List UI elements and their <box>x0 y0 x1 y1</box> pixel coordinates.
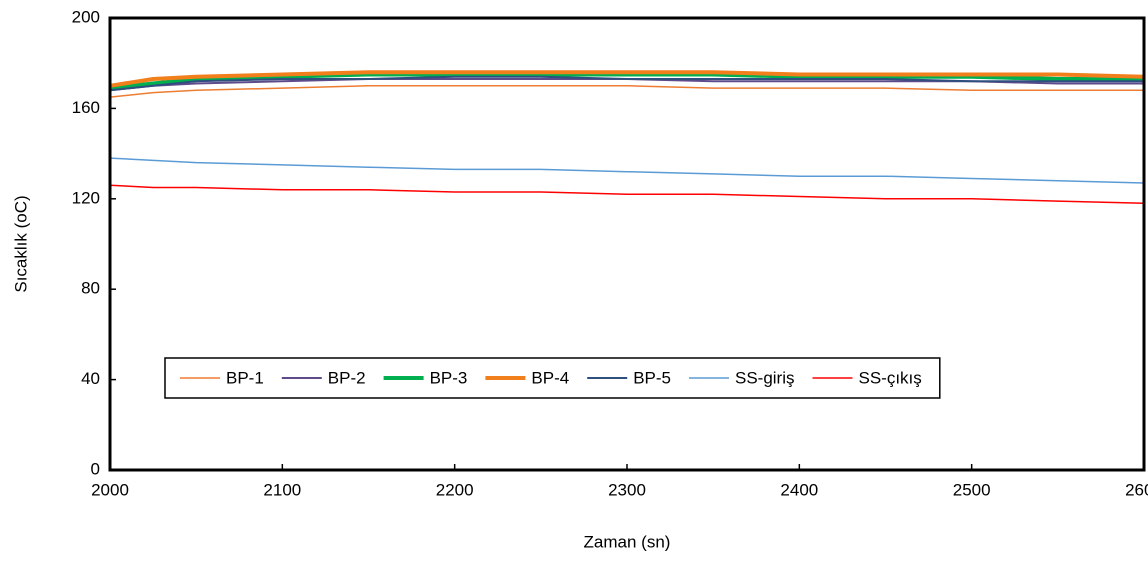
x-tick-label: 2500 <box>953 480 991 499</box>
x-tick-label: 2000 <box>91 480 129 499</box>
y-axis-title: Sıcaklık (oC) <box>11 195 30 292</box>
x-tick-label: 2600 <box>1125 480 1148 499</box>
legend-label: BP-5 <box>633 368 671 387</box>
series-line <box>109 72 1144 91</box>
plot-frame <box>108 16 1146 472</box>
y-tick-label: 120 <box>72 188 100 207</box>
legend-label: BP-4 <box>531 368 569 387</box>
y-tick-label: 80 <box>81 279 100 298</box>
y-tick-label: 0 <box>91 459 100 478</box>
series-line <box>109 157 1145 184</box>
legend-label: BP-3 <box>430 368 468 387</box>
x-tick-label: 2300 <box>608 480 646 499</box>
series-line <box>109 75 1144 92</box>
series-line <box>109 184 1145 205</box>
x-tick-label: 2400 <box>780 480 818 499</box>
y-tick-label: 160 <box>72 98 100 117</box>
series-line <box>109 70 1145 88</box>
y-tick-label: 200 <box>72 7 100 26</box>
x-tick-label: 2200 <box>436 480 474 499</box>
x-tick-label: 2100 <box>263 480 301 499</box>
series-line <box>109 85 1144 98</box>
x-axis-title: Zaman (sn) <box>584 532 671 551</box>
y-tick-label: 40 <box>81 369 100 388</box>
legend-label: SS-çıkış <box>859 368 922 387</box>
legend-label: SS-giriş <box>735 368 795 387</box>
legend-label: BP-2 <box>328 368 366 387</box>
legend-label: BP-1 <box>226 368 264 387</box>
